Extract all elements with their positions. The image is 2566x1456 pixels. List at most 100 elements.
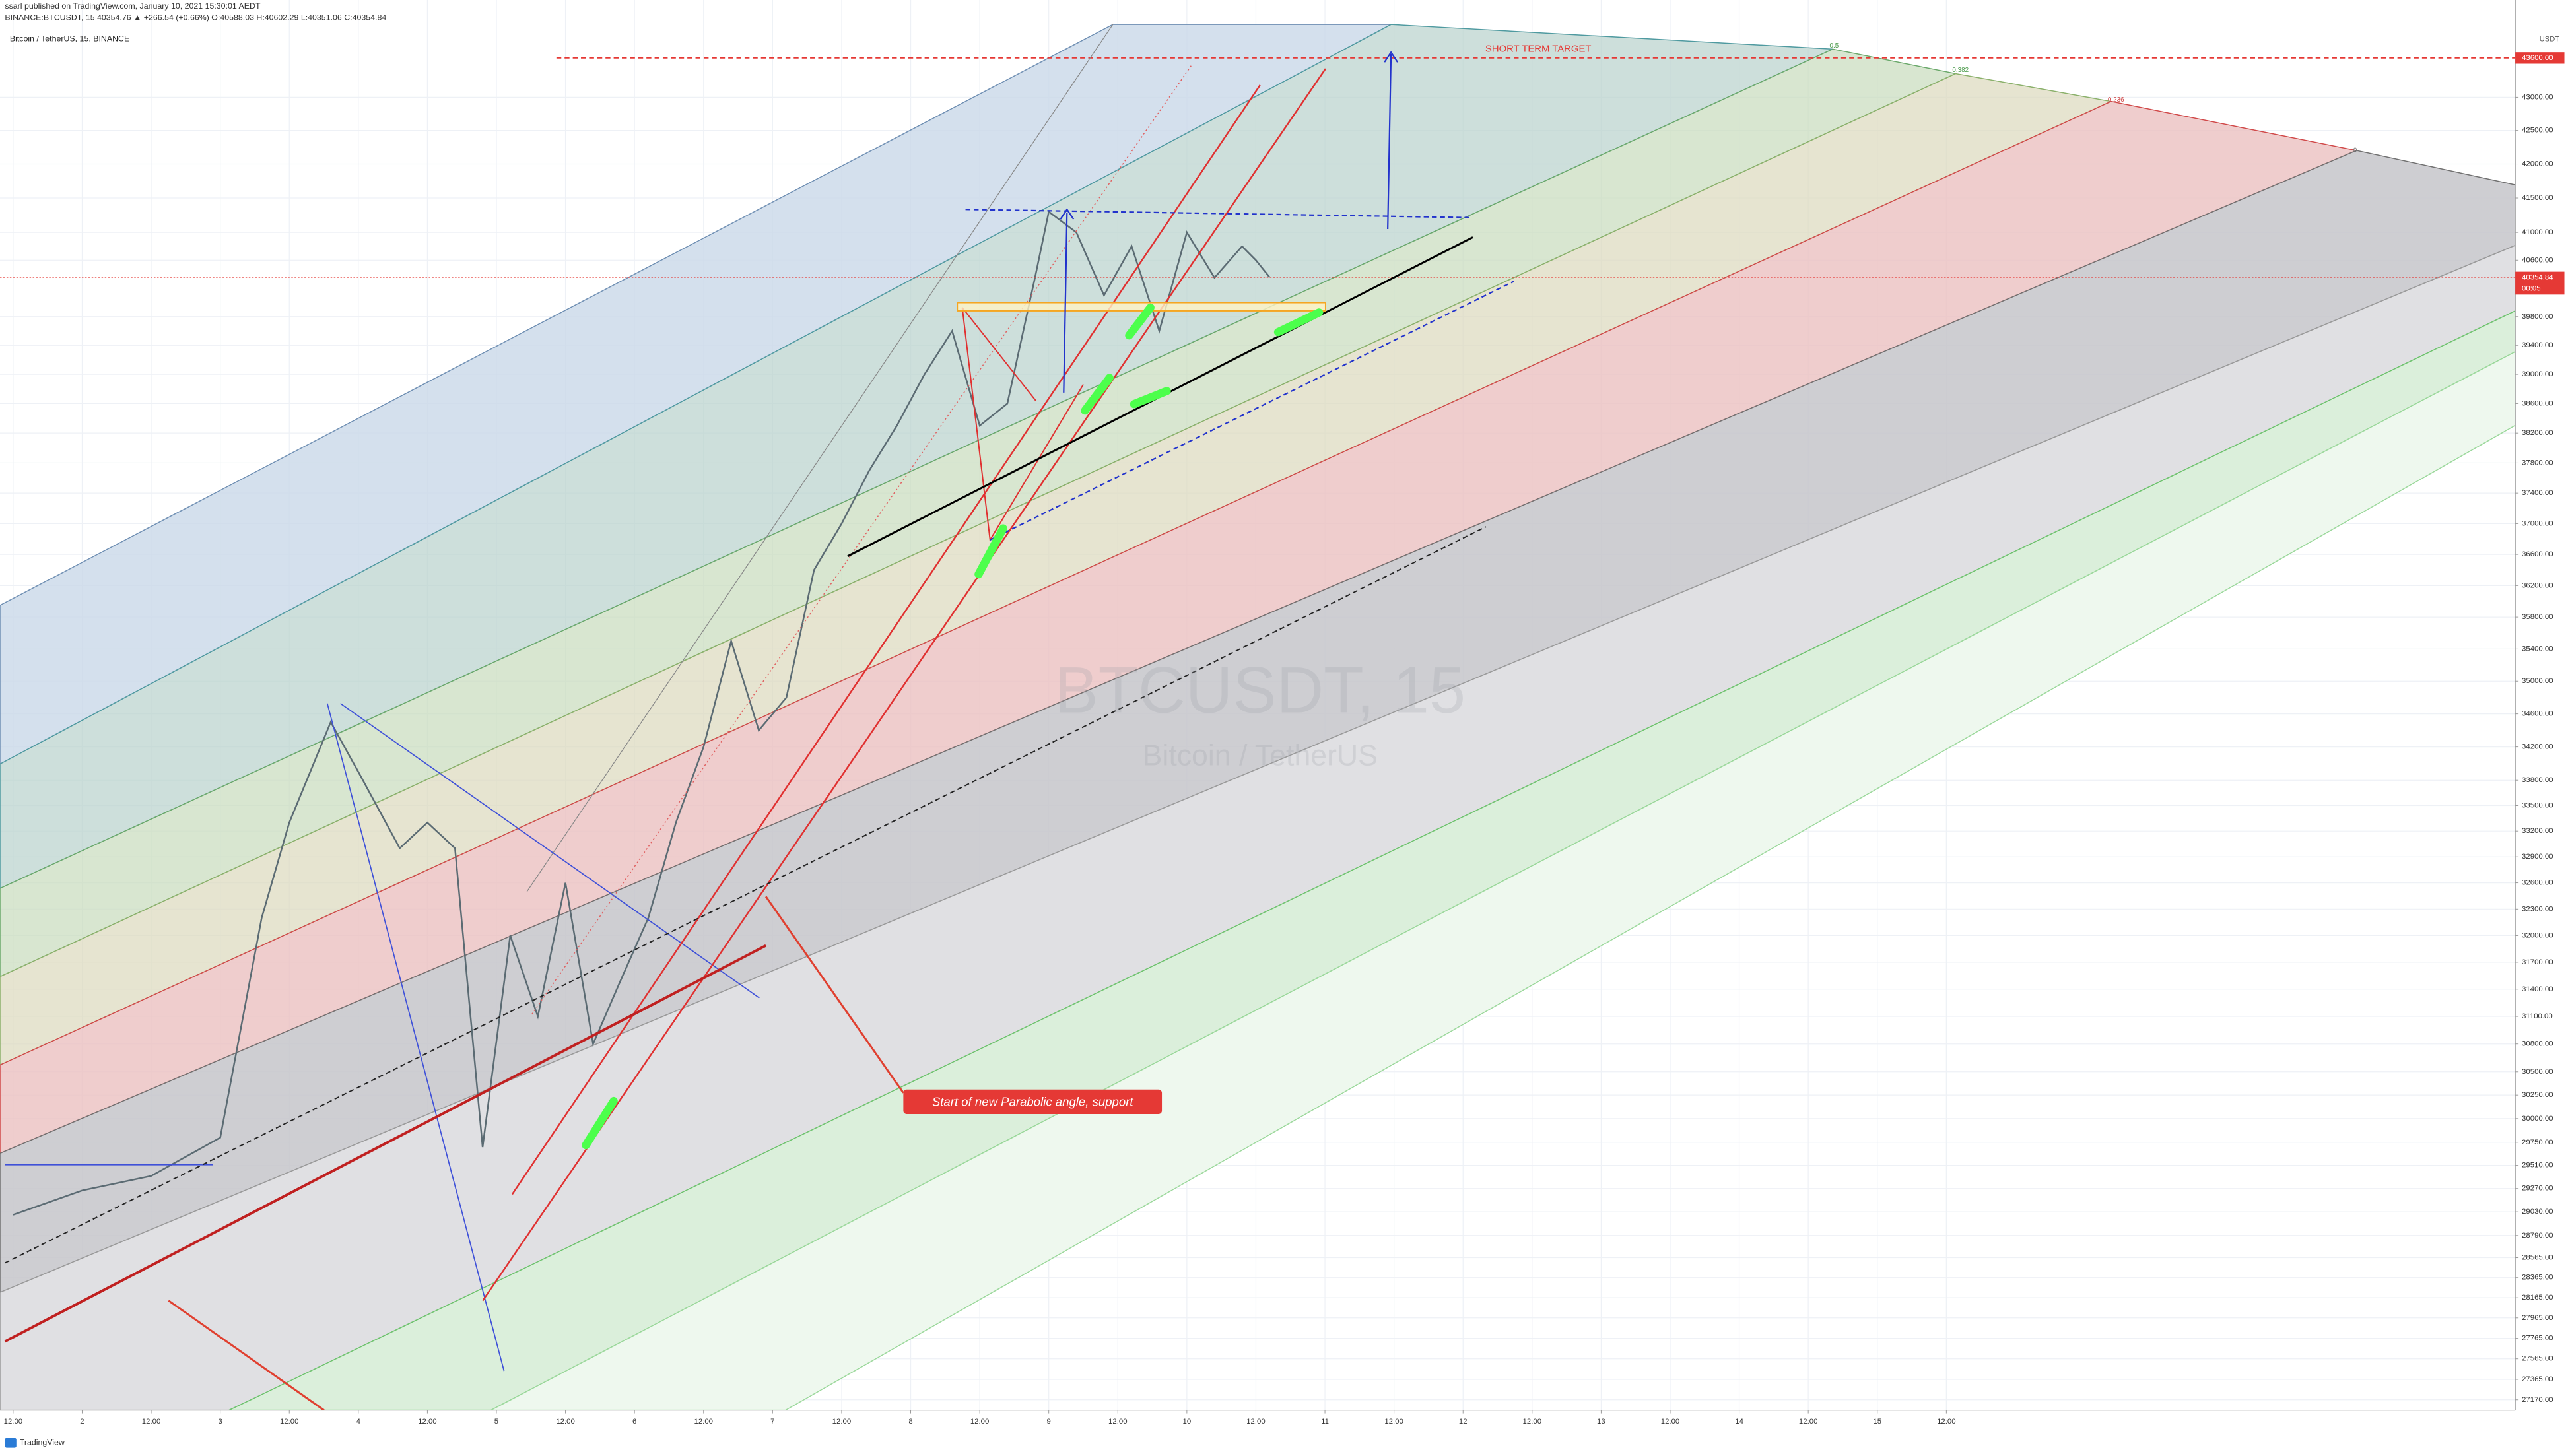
- fib-label: 0: [2353, 147, 2357, 154]
- chart-title: Bitcoin / TetherUS, 15, BINANCE: [10, 34, 129, 44]
- x-tick-label: 12:00: [4, 1418, 23, 1426]
- x-tick-label: 10: [1183, 1418, 1192, 1426]
- fib-label: 0.236: [2108, 96, 2124, 104]
- axis-unit: USDT: [2540, 35, 2560, 43]
- x-tick-label: 12:00: [1384, 1418, 1403, 1426]
- y-tick-label: 30800.00: [2522, 1040, 2553, 1048]
- highlight: [582, 1096, 618, 1150]
- watermark: BTCUSDT, 15: [1055, 654, 1466, 727]
- x-tick-label: 12:00: [694, 1418, 713, 1426]
- y-tick-label: 34200.00: [2522, 743, 2553, 751]
- arrow: [1063, 213, 1068, 393]
- y-tick-label: 41000.00: [2522, 228, 2553, 236]
- axes: 43000.00 42500.00 42000.00 41500.00 41000.00…: [4, 52, 2565, 1426]
- y-tick-label: 27365.00: [2522, 1375, 2553, 1383]
- x-tick-label: 12: [1459, 1418, 1468, 1426]
- y-tick-label: 28565.00: [2522, 1254, 2553, 1262]
- trend-line: [4, 944, 767, 1343]
- x-tick-label: 5: [494, 1418, 498, 1426]
- x-tick-label: 11: [1321, 1418, 1329, 1426]
- callout-pointer: [764, 896, 904, 1094]
- x-tick-label: 12:00: [280, 1418, 299, 1426]
- trend-line: [340, 703, 760, 999]
- x-tick-label: 13: [1597, 1418, 1605, 1426]
- x-tick-label: 12:00: [1523, 1418, 1542, 1426]
- y-tick-label: 32300.00: [2522, 905, 2553, 913]
- y-tick-label: 36600.00: [2522, 550, 2553, 558]
- y-tick-label: 27565.00: [2522, 1355, 2553, 1363]
- x-tick-label: 12:00: [1108, 1418, 1128, 1426]
- y-tick-label: 29510.00: [2522, 1162, 2553, 1170]
- y-tick-label: 28365.00: [2522, 1274, 2553, 1282]
- last-price-label: 40354.84: [2522, 273, 2553, 281]
- x-tick-label: 12:00: [142, 1418, 161, 1426]
- y-tick-label: 36200.00: [2522, 581, 2553, 589]
- x-tick-label: 6: [632, 1418, 636, 1426]
- highlight: [1125, 303, 1155, 340]
- x-tick-label: 12:00: [1799, 1418, 1818, 1426]
- watermark-subtitle: Bitcoin / TetherUS: [1143, 739, 1378, 772]
- annotation: Start of new Parabolic angle, support: [932, 1095, 1134, 1109]
- callout-box: [903, 1089, 1163, 1114]
- fib-label: 0.5: [1829, 42, 1839, 50]
- x-tick-label: 4: [356, 1418, 360, 1426]
- x-tick-label: 2: [80, 1418, 84, 1426]
- x-tick-label: 12:00: [970, 1418, 990, 1426]
- y-tick-label: 38600.00: [2522, 399, 2553, 407]
- highlights: [582, 303, 1324, 1150]
- y-tick-label: 33500.00: [2522, 802, 2553, 810]
- y-tick-label: 29270.00: [2522, 1185, 2553, 1193]
- y-tick-label: 33200.00: [2522, 827, 2553, 835]
- y-tick-label: 37400.00: [2522, 489, 2553, 497]
- x-tick-label: 12:00: [556, 1418, 575, 1426]
- y-tick-label: 32600.00: [2522, 879, 2553, 887]
- time-axis: [0, 1410, 2566, 1456]
- target-badge: [2515, 52, 2565, 64]
- fib-label: 0.382: [1952, 67, 1969, 74]
- fib-channel: [0, 24, 2516, 1411]
- x-tick-label: 12:00: [832, 1418, 852, 1426]
- trend-line: [990, 281, 1514, 541]
- y-tick-label: 34600.00: [2522, 710, 2553, 718]
- trend-line: [526, 24, 1114, 892]
- y-tick-label: 32000.00: [2522, 931, 2553, 939]
- y-tick-label: 28790.00: [2522, 1232, 2553, 1240]
- arrowhead: [1060, 208, 1075, 220]
- y-tick-label: 29030.00: [2522, 1208, 2553, 1216]
- range-box: [957, 302, 1326, 312]
- y-tick-label: 31400.00: [2522, 985, 2553, 993]
- y-tick-label: 30500.00: [2522, 1068, 2553, 1076]
- trend-line: [482, 68, 1326, 1302]
- x-tick-label: 9: [1047, 1418, 1051, 1426]
- y-tick-label: 27965.00: [2522, 1314, 2553, 1322]
- logo: [5, 1438, 17, 1448]
- x-tick-label: 12:00: [1246, 1418, 1266, 1426]
- y-tick-label: 33800.00: [2522, 776, 2553, 784]
- x-tick-label: 12:00: [418, 1418, 437, 1426]
- y-tick-label: 37000.00: [2522, 519, 2553, 527]
- x-tick-label: 14: [1735, 1418, 1743, 1426]
- arrowhead: [1384, 51, 1398, 63]
- price-axis: [2515, 0, 2566, 1432]
- brand: TradingView: [20, 1438, 65, 1447]
- target-label: 43600.00: [2522, 54, 2553, 62]
- x-tick-label: 7: [770, 1418, 774, 1426]
- y-tick-label: 30000.00: [2522, 1115, 2553, 1123]
- drawings: [4, 24, 1514, 1411]
- trend-line: [326, 703, 505, 1372]
- highlight: [1130, 387, 1171, 409]
- highlight: [974, 524, 1007, 579]
- y-tick-label: 40600.00: [2522, 256, 2553, 264]
- trend-line: [4, 526, 1487, 1264]
- y-tick-label: 39000.00: [2522, 370, 2553, 378]
- y-tick-label: 38200.00: [2522, 429, 2553, 437]
- y-tick-label: 43000.00: [2522, 93, 2553, 101]
- trend-line: [531, 65, 1192, 1015]
- y-tick-label: 27765.00: [2522, 1335, 2553, 1342]
- x-tick-label: 8: [908, 1418, 912, 1426]
- arrow: [1387, 53, 1392, 230]
- y-tick-label: 29750.00: [2522, 1139, 2553, 1146]
- trend-line: [168, 1300, 325, 1411]
- y-tick-label: 39400.00: [2522, 341, 2553, 349]
- y-tick-label: 31100.00: [2522, 1012, 2553, 1020]
